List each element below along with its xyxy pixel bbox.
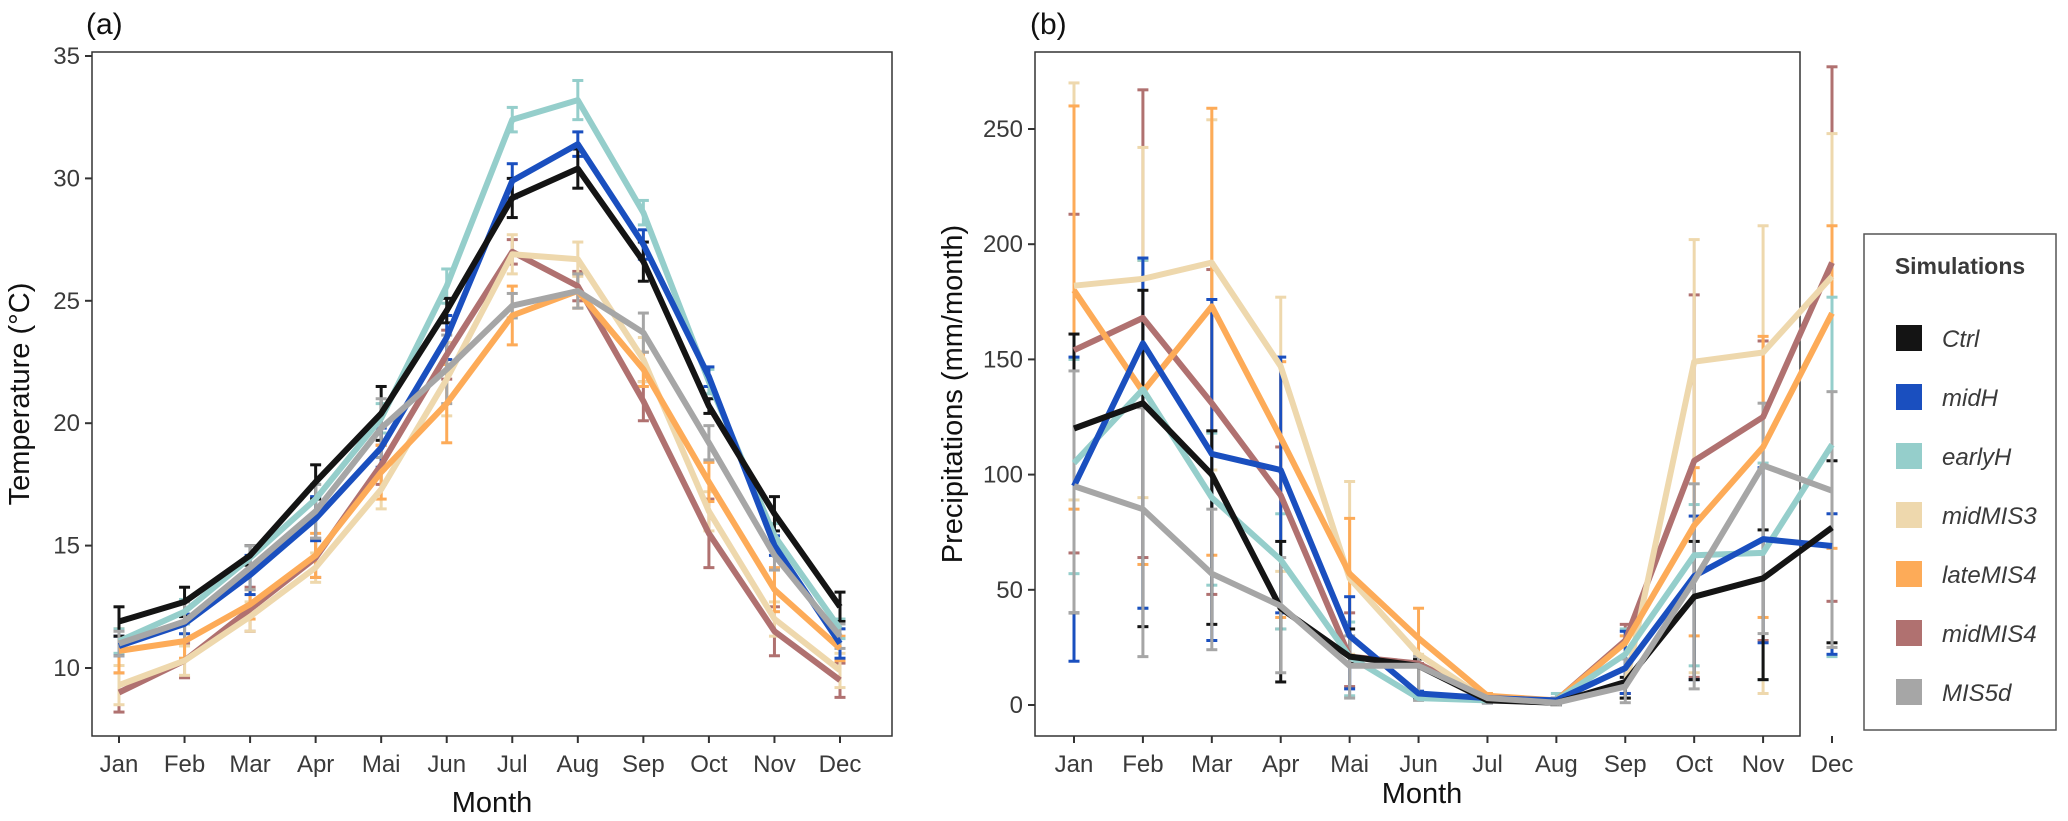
series-line-latemis4 (118, 288, 843, 654)
panel-b-x-axis-title: Month (1382, 778, 1463, 810)
error-bars-midh (1068, 256, 1838, 707)
panel-b-label: (b) (1030, 8, 1067, 41)
series-line-ctrl (118, 165, 843, 625)
error-bars-earlyh (113, 78, 846, 655)
legend-swatch (1896, 502, 1922, 528)
panel-a-x-axis-title: Month (452, 787, 533, 819)
panel-a-temperature: (a) 10 15 20 25 30 35 Jan Feb Mar Apr Mai Jun Jul Au… (4, 8, 893, 819)
panel-b-x-axis: Jan Feb Mar Apr Mai Jun Jul Aug Sep Oct Nov Dec (1055, 736, 1854, 778)
error-bars-midmis3 (1068, 81, 1838, 707)
x-tick-label-jan: Jan (1055, 751, 1094, 778)
legend-swatch (1896, 384, 1922, 410)
x-tick-label-jan: Jan (100, 751, 139, 778)
legend-label: lateMIS4 (1942, 562, 2037, 589)
series-line-midmis4 (117, 248, 842, 696)
x-tick-label-feb: Feb (164, 751, 205, 778)
panel-a-y-axis: 10 15 20 25 30 35 (53, 43, 92, 682)
y-tick-label: 25 (53, 288, 80, 315)
series-line-midmis3 (1073, 259, 1835, 704)
legend-swatch (1896, 561, 1922, 587)
x-tick-label-jun: Jun (1399, 751, 1438, 778)
y-tick-label: 0 (1010, 692, 1023, 719)
legend-item-mis5d: MIS5d (1896, 679, 2012, 707)
legend-swatch (1896, 679, 1922, 705)
panel-a-label: (a) (86, 8, 123, 41)
y-tick-label: 20 (53, 410, 80, 437)
panel-b-precipitation: (b) 0 50 100 150 200 250 Jan Feb Mar Apr Mai Jun Ju… (937, 8, 1853, 810)
legend-label: MIS5d (1942, 680, 2012, 707)
y-tick-label: 15 (53, 533, 80, 560)
legend-item-latemis4: lateMIS4 (1896, 561, 2037, 589)
x-tick-label-oct: Oct (1676, 751, 1714, 778)
panel-b-plot-frame (1034, 51, 1801, 737)
y-tick-label: 200 (983, 231, 1023, 258)
legend-label: Ctrl (1942, 326, 1980, 353)
panel-b-y-axis: 0 50 100 150 200 250 (983, 116, 1035, 719)
x-tick-label-dec: Dec (1811, 751, 1854, 778)
legend-item-midh: midH (1896, 384, 1999, 412)
legend-label: midH (1942, 385, 1999, 412)
legend-swatch (1896, 325, 1922, 351)
x-tick-label-mar: Mar (1191, 751, 1232, 778)
series-line-midmis3 (117, 251, 842, 688)
x-tick-label-feb: Feb (1122, 751, 1163, 778)
legend-label: midMIS4 (1942, 621, 2037, 648)
x-tick-label-aug: Aug (1535, 751, 1578, 778)
x-tick-label-nov: Nov (1742, 751, 1785, 778)
x-tick-label-mai: Mai (362, 751, 401, 778)
legend-swatch (1896, 620, 1922, 646)
legend-label: midMIS3 (1942, 503, 2037, 530)
panel-a-series (113, 78, 846, 714)
legend-label: earlyH (1942, 444, 2012, 471)
x-tick-label-oct: Oct (690, 751, 728, 778)
legend-item-midmis4: midMIS4 (1896, 620, 2037, 648)
y-tick-label: 250 (983, 116, 1023, 143)
x-tick-label-jul: Jul (497, 751, 528, 778)
x-tick-label-aug: Aug (556, 751, 599, 778)
x-tick-label-apr: Apr (1262, 751, 1299, 778)
series-line-latemis4 (1071, 288, 1835, 704)
legend-item-ctrl: Ctrl (1896, 325, 1980, 353)
y-tick-label: 10 (53, 655, 80, 682)
legend-swatch (1896, 443, 1922, 469)
x-tick-label-jun: Jun (427, 751, 466, 778)
error-bars-ctrl (113, 147, 846, 638)
legend: Simulations Ctrl midH earlyH midMIS3 lateMIS… (1863, 233, 2057, 731)
x-tick-label-jul: Jul (1472, 751, 1503, 778)
legend-title: Simulations (1895, 253, 2025, 279)
series-line-midh (1071, 340, 1833, 704)
panel-a-x-axis: Jan Feb Mar Apr Mai Jun Jul Aug Sep Oct Nov Dec (100, 736, 862, 778)
x-tick-label-sep: Sep (1604, 751, 1647, 778)
x-tick-label-nov: Nov (753, 751, 796, 778)
panel-b-series (1068, 65, 1838, 707)
error-bars-midmis4 (1068, 65, 1838, 707)
series-line-midmis4 (1072, 261, 1835, 704)
series-line-mis5d (118, 288, 843, 647)
panel-a-plot-frame (91, 51, 893, 737)
error-bars-earlyh (1068, 258, 1838, 707)
legend-frame (1863, 233, 2057, 731)
y-tick-label: 100 (983, 462, 1023, 489)
x-tick-label-mai: Mai (1330, 751, 1369, 778)
panel-a-y-axis-title: Temperature (°C) (4, 283, 36, 506)
legend-item-earlyh: earlyH (1896, 443, 2012, 471)
y-tick-label: 50 (996, 577, 1023, 604)
x-tick-label-apr: Apr (297, 751, 334, 778)
series-line-mis5d (1073, 462, 1834, 706)
legend-item-midmis3: midMIS3 (1896, 502, 2037, 530)
panel-b-y-axis-title: Precipitations (mm/month) (937, 225, 969, 563)
y-tick-label: 30 (53, 165, 80, 192)
series-line-earlyh (117, 97, 843, 644)
x-tick-label-dec: Dec (819, 751, 862, 778)
y-tick-label: 150 (983, 346, 1023, 373)
x-tick-label-sep: Sep (622, 751, 665, 778)
x-tick-label-mar: Mar (229, 751, 270, 778)
y-tick-label: 35 (53, 43, 80, 70)
series-line-earlyh (1071, 386, 1835, 704)
